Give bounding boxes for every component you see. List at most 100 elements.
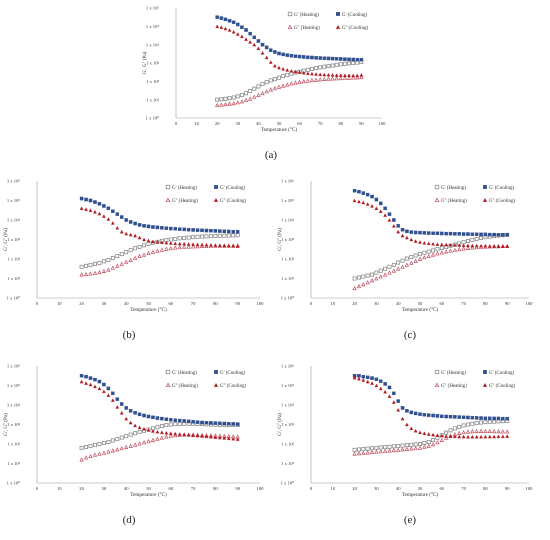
data-point: [374, 276, 379, 281]
data-point: [293, 69, 298, 74]
data-point: [301, 79, 306, 84]
legend-marker: [214, 370, 218, 374]
data-point: [88, 376, 93, 380]
data-point: [342, 75, 348, 80]
data-point: [209, 243, 213, 247]
data-point: [501, 233, 505, 237]
data-point: [102, 214, 106, 218]
x-tick-label: 80: [213, 486, 218, 491]
data-point: [418, 230, 422, 235]
data-point: [338, 75, 343, 81]
data-point: [443, 249, 449, 254]
data-point: [435, 247, 440, 252]
axes: [175, 8, 382, 119]
data-point: [322, 56, 327, 60]
data-point: [268, 87, 273, 92]
data-point: [474, 428, 479, 434]
x-tick-label: 30: [374, 486, 379, 491]
data-point: [466, 422, 470, 427]
x-tick-label: 20: [215, 121, 220, 126]
data-point: [146, 238, 151, 243]
data-point: [168, 237, 173, 242]
data-point: [359, 75, 364, 80]
data-point: [219, 25, 224, 29]
data-point: [84, 197, 88, 202]
data-point: [137, 244, 142, 249]
data-point: [83, 271, 89, 277]
data-point: [264, 89, 269, 94]
data-point: [440, 231, 444, 236]
data-point: [359, 57, 364, 62]
data-point: [248, 40, 253, 44]
data-point: [351, 57, 355, 62]
data-point: [132, 255, 138, 260]
data-point: [355, 73, 360, 78]
data-point: [396, 443, 401, 448]
data-point: [260, 90, 265, 96]
legend: G' (Heating) G' (Cooling) G'' (Heating) G''…: [434, 184, 515, 204]
data-point: [88, 443, 93, 448]
x-axis-label: Temperature (°C): [402, 306, 439, 313]
data-point: [439, 246, 444, 251]
data-point: [101, 450, 107, 455]
data-point: [352, 447, 357, 452]
data-point: [322, 76, 327, 82]
legend-label: G' (Cooling): [342, 13, 368, 18]
data-point: [164, 246, 169, 251]
data-point: [369, 449, 375, 455]
data-point: [252, 94, 257, 99]
data-point: [357, 376, 361, 381]
legend-label: G'' (Heating): [172, 384, 198, 389]
data-point: [352, 276, 357, 281]
data-point: [448, 414, 453, 419]
legend-label: G'' (Heating): [441, 199, 467, 204]
data-point: [334, 73, 339, 77]
x-tick-label: 80: [483, 486, 488, 491]
data-point: [435, 433, 440, 437]
x-tick-label: 50: [418, 301, 423, 306]
data-point: [155, 239, 160, 244]
data-point: [297, 70, 302, 74]
x-tick-label: 70: [461, 486, 466, 491]
data-point: [461, 246, 466, 251]
data-point: [474, 236, 479, 241]
y-tick-label: 1 x 10³: [146, 61, 159, 66]
data-point: [422, 431, 427, 435]
data-point: [115, 447, 120, 452]
axes: [36, 181, 260, 299]
data-point: [470, 245, 475, 250]
data-point: [168, 422, 173, 427]
data-point: [431, 432, 435, 437]
chart-caption-d: (d): [122, 514, 136, 526]
data-point: [505, 244, 510, 248]
data-point: [106, 206, 111, 211]
y-tick-label: 1 x 10⁵: [281, 383, 294, 388]
data-point: [347, 73, 351, 77]
data-point: [351, 73, 356, 78]
data-point: [137, 412, 142, 417]
data-point: [285, 82, 290, 87]
x-tick-label: 0: [175, 121, 178, 126]
x-tick-label: 80: [483, 301, 488, 306]
data-point: [289, 81, 294, 86]
y-tick-label: 1 x 10²: [281, 257, 294, 262]
x-tick-label: 70: [318, 121, 323, 126]
y-axis-label: G', G'' (Pa): [276, 228, 283, 251]
data-point: [101, 268, 107, 273]
data-point: [285, 72, 290, 77]
data-point: [155, 248, 160, 253]
data-point: [387, 270, 392, 275]
legend-marker: [482, 382, 488, 387]
data-point: [378, 268, 383, 273]
data-point: [396, 408, 401, 412]
data-point: [440, 414, 444, 419]
data-point: [159, 424, 164, 429]
y-tick-label: 1 x 10⁶: [281, 179, 294, 184]
legend-label: G' (Cooling): [489, 371, 515, 376]
data-point: [382, 448, 388, 453]
y-tick-label: 1 x 10⁴: [7, 218, 20, 223]
data-point: [310, 66, 314, 71]
data-point: [314, 56, 318, 60]
data-point: [352, 188, 357, 193]
data-point: [204, 228, 209, 233]
